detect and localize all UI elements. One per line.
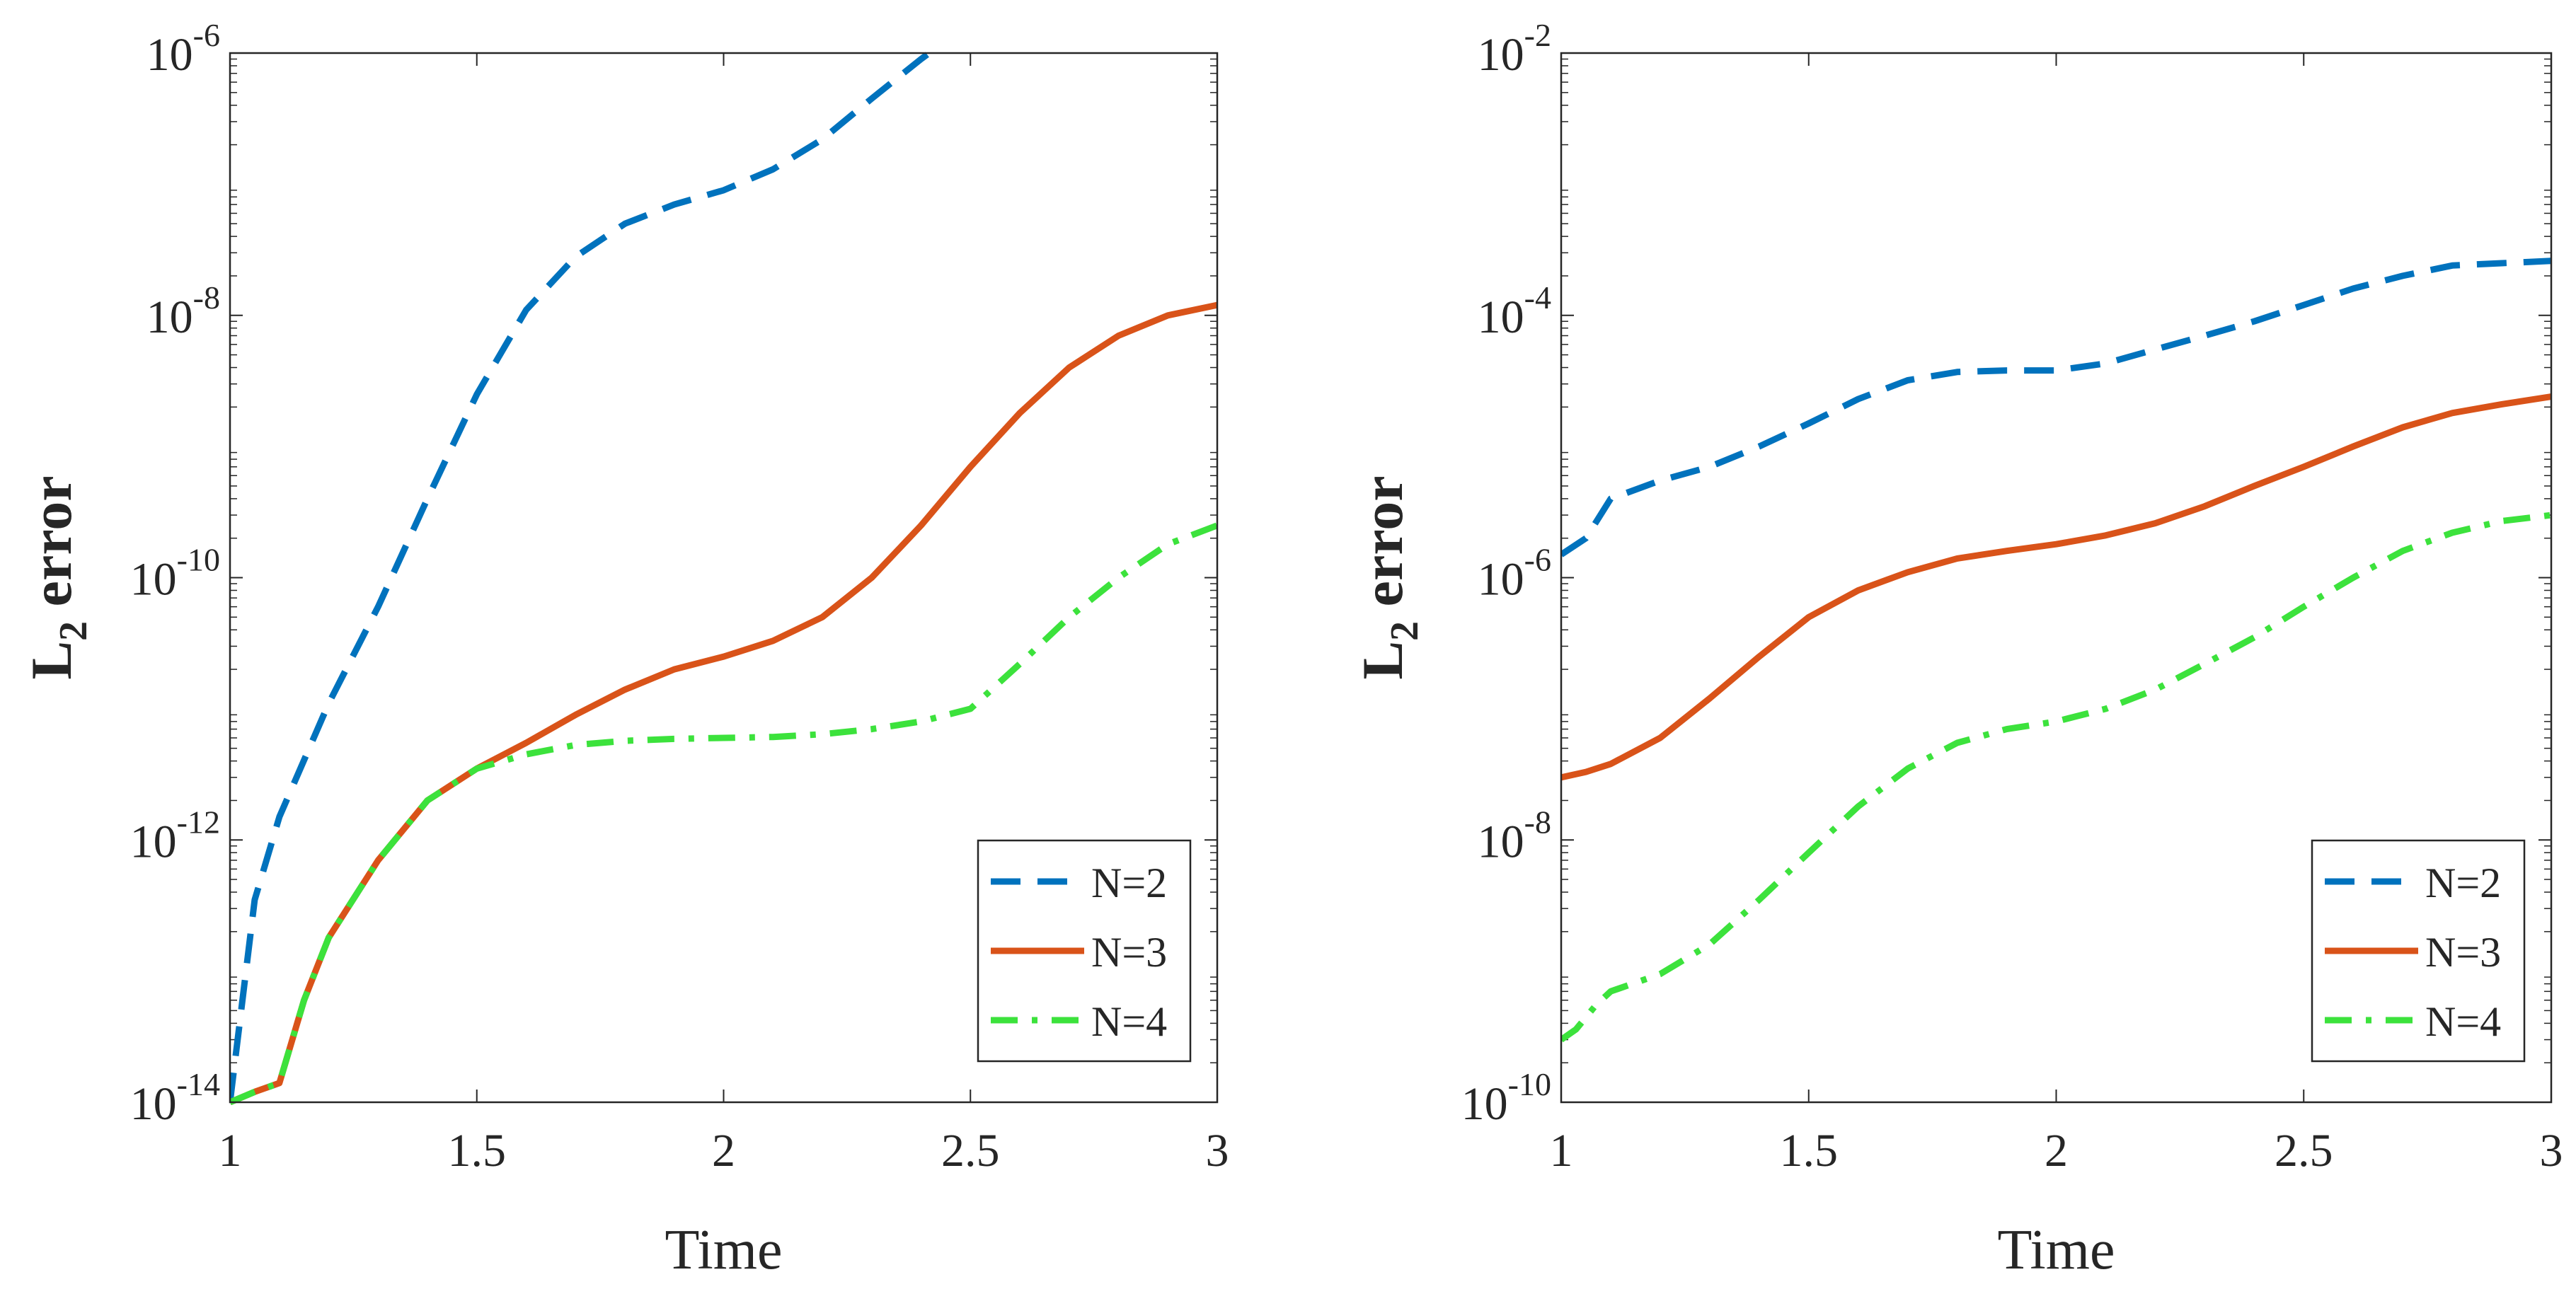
legend-label: N=3	[2425, 929, 2501, 976]
x-tick-label: 1	[219, 1125, 242, 1177]
y-axis-label: L2 error	[19, 475, 96, 679]
y-tick-label: 10-10	[130, 542, 220, 606]
legend-label: N=4	[2425, 998, 2501, 1045]
x-tick-label: 2.5	[2275, 1125, 2333, 1177]
legend: N=2 N=3 N=4	[2311, 839, 2526, 1063]
x-axis-label: Time	[1997, 1219, 2115, 1281]
legend: N=2 N=3 N=4	[977, 839, 1192, 1063]
axes-frame	[229, 52, 1219, 1104]
y-tick-label: 10-4	[1478, 279, 1551, 343]
legend-label: N=4	[1091, 998, 1167, 1045]
y-tick-label: 10-10	[1461, 1066, 1551, 1130]
x-tick-label: 1	[1550, 1125, 1573, 1177]
x-axis-label: Time	[665, 1219, 782, 1281]
y-axis-label: L2 error	[1350, 475, 1427, 679]
x-tick-label: 3	[2540, 1125, 2563, 1177]
legend-label: N=2	[2425, 860, 2501, 906]
series-line-n4	[1561, 512, 2551, 1043]
y-tick-label: 10-6	[146, 17, 220, 81]
x-tick-label: 3	[1206, 1125, 1229, 1177]
legend-label: N=2	[1091, 860, 1167, 906]
right-chart: 10-10 10-8 10-6 10-4 10-2 1 1.5 2 2.5 3 Time L2 err…	[1350, 17, 2563, 1281]
x-tick-label: 1.5	[1780, 1125, 1839, 1177]
y-tick-label: 10-12	[130, 804, 220, 867]
y-tick-label: 10-8	[146, 279, 220, 343]
y-tick-label: 10-8	[1478, 804, 1551, 867]
axes-frame	[1560, 52, 2553, 1104]
series-line-n4	[230, 522, 1217, 1105]
legend-label: N=3	[1091, 929, 1167, 976]
x-tick-label: 1.5	[448, 1125, 507, 1177]
x-tick-label: 2	[712, 1125, 735, 1177]
y-tick-label: 10-2	[1478, 17, 1551, 81]
series-line-n2	[230, 50, 939, 1103]
x-tick-label: 2	[2045, 1125, 2068, 1177]
y-tick-label: 10-14	[130, 1066, 220, 1130]
left-chart: 10-14 10-12 10-10 10-8 10-6 1 1.5 2 2.5 3 Time L2 e…	[19, 17, 1229, 1281]
x-tick-label: 2.5	[941, 1125, 1000, 1177]
y-tick-label: 10-6	[1478, 542, 1551, 606]
series-line-n2	[1561, 258, 2551, 557]
series-line-n3	[1561, 393, 2551, 781]
